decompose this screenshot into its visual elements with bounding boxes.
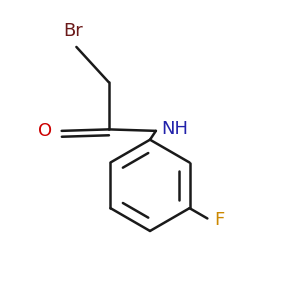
Text: F: F [214,211,225,229]
Text: NH: NH [161,120,188,138]
Text: Br: Br [64,22,83,40]
Text: O: O [38,122,52,140]
